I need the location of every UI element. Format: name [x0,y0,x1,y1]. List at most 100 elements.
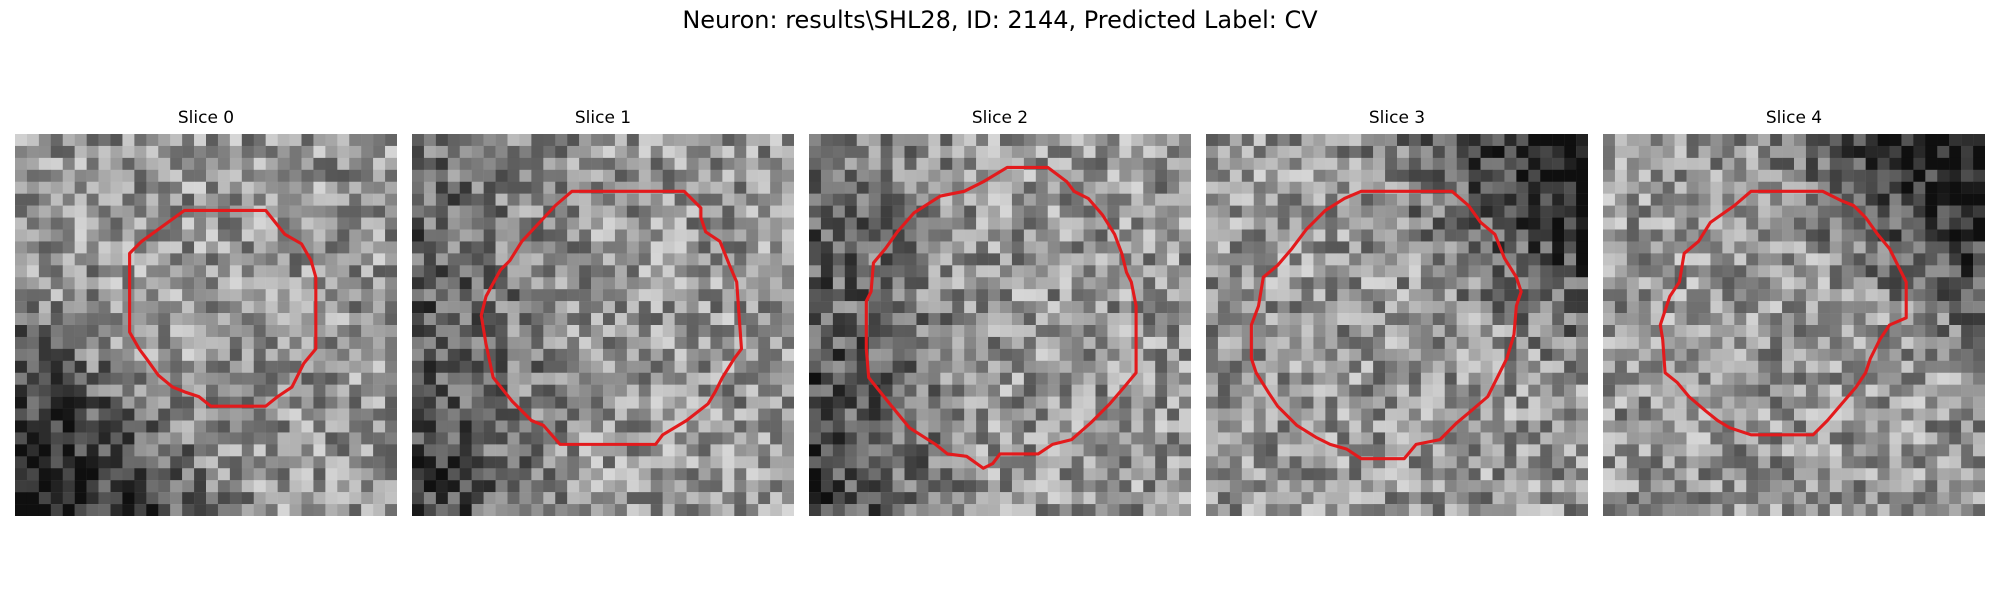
pixel [1023,432,1037,445]
pixel [1397,241,1410,254]
pixel [1961,384,1974,397]
pixel [1277,360,1290,373]
pixel [519,241,532,254]
pixel [1865,265,1878,278]
pixel [26,265,40,278]
pixel [1770,145,1783,159]
pixel [1265,456,1278,469]
pixel [1337,253,1350,266]
pixel [385,444,397,457]
pixel [1662,396,1675,409]
pixel [710,134,723,147]
pixel [1361,325,1374,338]
pixel [722,241,735,254]
pixel [1167,444,1180,457]
pixel [964,134,977,147]
pixel [217,480,231,493]
pixel [170,372,183,385]
pixel [1973,157,1985,171]
pixel [289,134,302,147]
pixel [674,289,687,302]
pixel [904,444,917,457]
pixel [1432,504,1445,516]
pixel [844,444,857,457]
pixel [1179,384,1191,397]
pixel [1614,157,1628,171]
pixel [1277,301,1290,314]
pixel [423,480,437,493]
pixel [856,384,869,397]
pixel [38,241,52,254]
pixel [1083,348,1096,362]
pixel [1313,408,1326,421]
pixel [1758,301,1771,314]
pixel [182,313,195,326]
pixel [1614,181,1628,194]
pixel [916,253,929,266]
pixel [579,325,592,338]
pixel [423,372,437,385]
pixel [543,217,556,230]
pixel [1011,372,1025,385]
pixel [38,432,52,445]
pixel [1179,253,1191,266]
pixel [579,444,592,457]
pixel [253,301,266,314]
pixel [916,145,929,159]
pixel [1564,169,1577,182]
pixel [734,145,747,159]
pixel [1662,181,1675,194]
pixel [122,444,135,457]
pixel [1071,396,1084,409]
pixel [1925,444,1938,457]
pixel [301,420,314,433]
pixel [1047,241,1060,254]
pixel [1289,265,1302,278]
pixel [1614,396,1628,409]
pixel [277,456,290,469]
pixel [1758,134,1771,147]
pixel [1504,420,1517,433]
pixel [1444,504,1457,516]
pixel [1313,181,1326,194]
pixel [758,134,771,147]
pixel [952,145,965,159]
pixel [1167,181,1180,194]
pixel [758,456,771,469]
pixel [423,313,437,326]
pixel [1420,456,1434,469]
pixel [1889,432,1902,445]
pixel [337,229,350,242]
pixel [289,193,302,206]
pixel [1865,241,1878,254]
pixel [674,301,687,314]
pixel [1794,456,1807,469]
pixel [289,169,302,182]
pixel [1817,229,1831,242]
pixel [373,253,386,266]
pixel [74,468,87,481]
pixel [134,408,147,421]
pixel [241,456,254,469]
pixel [880,253,893,266]
pixel [1337,229,1350,242]
pixel [206,384,219,397]
pixel [277,134,290,147]
pixel [1552,169,1565,182]
pixel [916,181,929,194]
pixel [1047,145,1060,159]
pixel [194,313,207,326]
pixel [1131,420,1144,433]
pixel [1349,468,1362,481]
pixel [976,193,989,206]
pixel [1638,157,1651,171]
pixel [1626,169,1640,182]
pixel [241,420,254,433]
pixel [1155,217,1168,230]
pixel [1504,468,1517,481]
pixel [170,313,183,326]
pixel [809,372,822,385]
pixel [1119,193,1132,206]
pixel [820,372,834,385]
pixel [832,420,846,433]
